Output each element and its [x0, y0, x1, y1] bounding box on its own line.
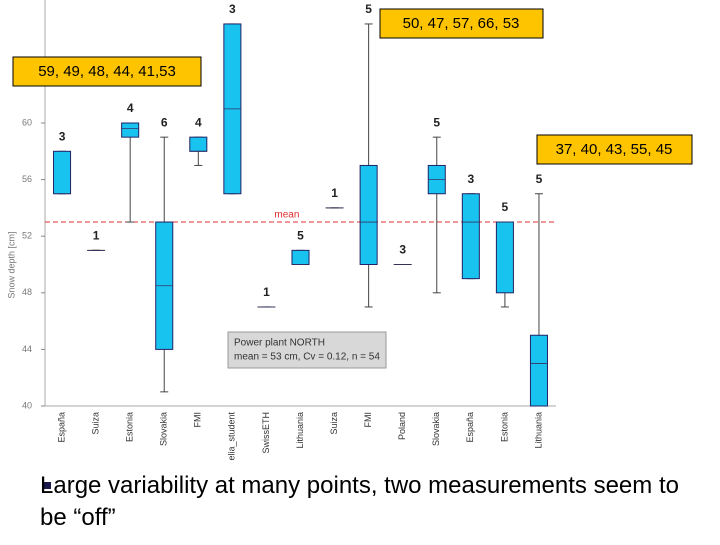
x-tick-label: FMI [193, 412, 203, 428]
n-label: 4 [127, 101, 134, 115]
n-label: 4 [195, 115, 202, 129]
callout: 37, 40, 43, 55, 45 [556, 141, 673, 158]
box [461, 193, 480, 280]
x-tick-label: SwissETH [261, 412, 271, 454]
x-tick-label: FMI [363, 412, 373, 428]
n-label: 3 [467, 172, 474, 186]
n-label: 3 [399, 243, 406, 257]
callout-box [379, 8, 544, 39]
bullet-marker [44, 482, 51, 489]
box [495, 221, 514, 294]
n-label: 6 [161, 115, 168, 129]
y-tick-label: 44 [22, 344, 32, 354]
x-tick-label: Poland [397, 412, 407, 440]
x-tick-label: Estonia [499, 412, 509, 442]
x-tick-label: Suiza [90, 412, 100, 435]
n-label: 1 [331, 186, 338, 200]
legend-line: mean = 53 cm, Cv = 0.12, n = 54 [234, 352, 380, 363]
n-label: 5 [365, 2, 372, 16]
y-tick-label: 52 [22, 231, 32, 241]
bullet-text: Large variability at many points, two me… [40, 472, 679, 531]
box [121, 122, 140, 138]
y-axis-label: Snow depth [cm] [6, 231, 16, 298]
n-label: 5 [433, 115, 440, 129]
n-label: 5 [297, 229, 304, 243]
bullet-container: Large variability at many points, two me… [40, 472, 679, 531]
box [189, 136, 208, 152]
n-label: 3 [229, 2, 236, 16]
x-tick-label: Lithuania [533, 412, 543, 449]
x-tick-label: España [465, 412, 475, 443]
x-tick-label: Suiza [329, 412, 339, 435]
n-label: 1 [263, 285, 270, 299]
box [291, 249, 310, 266]
callout-box [12, 56, 202, 87]
n-label: 3 [59, 129, 66, 143]
n-label: 1 [93, 229, 100, 243]
callout: 59, 49, 48, 44, 41,53 [38, 63, 176, 80]
callout: 50, 47, 57, 66, 53 [403, 15, 520, 32]
mean-label: mean [274, 210, 299, 221]
legend-box [227, 331, 387, 369]
y-tick-label: 40 [22, 400, 32, 410]
callout-box [536, 134, 693, 165]
x-tick-label: Lithuania [295, 412, 305, 449]
y-tick-label: 48 [22, 287, 32, 297]
box [529, 334, 548, 407]
box [359, 164, 378, 265]
legend-line: Power plant NORTH [234, 338, 325, 349]
x-tick-label: Estonia [125, 412, 135, 442]
x-tick-label: Slovakia [431, 412, 441, 446]
y-tick-label: 56 [22, 174, 32, 184]
x-tick-label: elia_student [227, 412, 237, 461]
n-label: 5 [502, 200, 509, 214]
n-label: 5 [536, 172, 543, 186]
x-tick-label: España [56, 412, 66, 443]
box [53, 150, 72, 195]
x-tick-label: Slovakia [159, 412, 169, 446]
y-tick-label: 60 [22, 117, 32, 127]
